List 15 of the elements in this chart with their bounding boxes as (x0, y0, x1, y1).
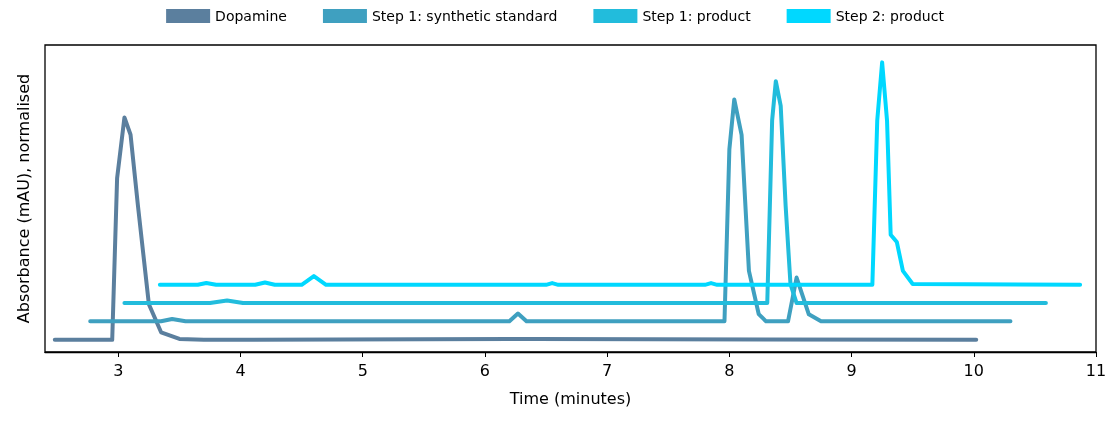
legend-label: Dopamine (215, 8, 287, 24)
x-tick-label: 11 (1085, 360, 1107, 380)
x-tick-label: 4 (235, 360, 246, 380)
x-tick-label: 5 (357, 360, 368, 380)
x-tick-label: 10 (963, 360, 984, 380)
x-tick-label: 3 (113, 360, 124, 380)
x-axis-title: Time (minutes) (508, 388, 632, 408)
x-tick-label: 8 (724, 360, 735, 380)
legend-label: Step 1: product (642, 8, 752, 24)
legend-label: Step 1: synthetic standard (371, 8, 558, 24)
y-axis-title: Absorbance (mAU), normalised (13, 73, 33, 324)
x-tick-label: 9 (846, 360, 857, 380)
x-tick-label: 6 (479, 360, 491, 380)
x-tick-label: 7 (602, 360, 613, 380)
legend-label: Step 2: product (835, 8, 945, 24)
